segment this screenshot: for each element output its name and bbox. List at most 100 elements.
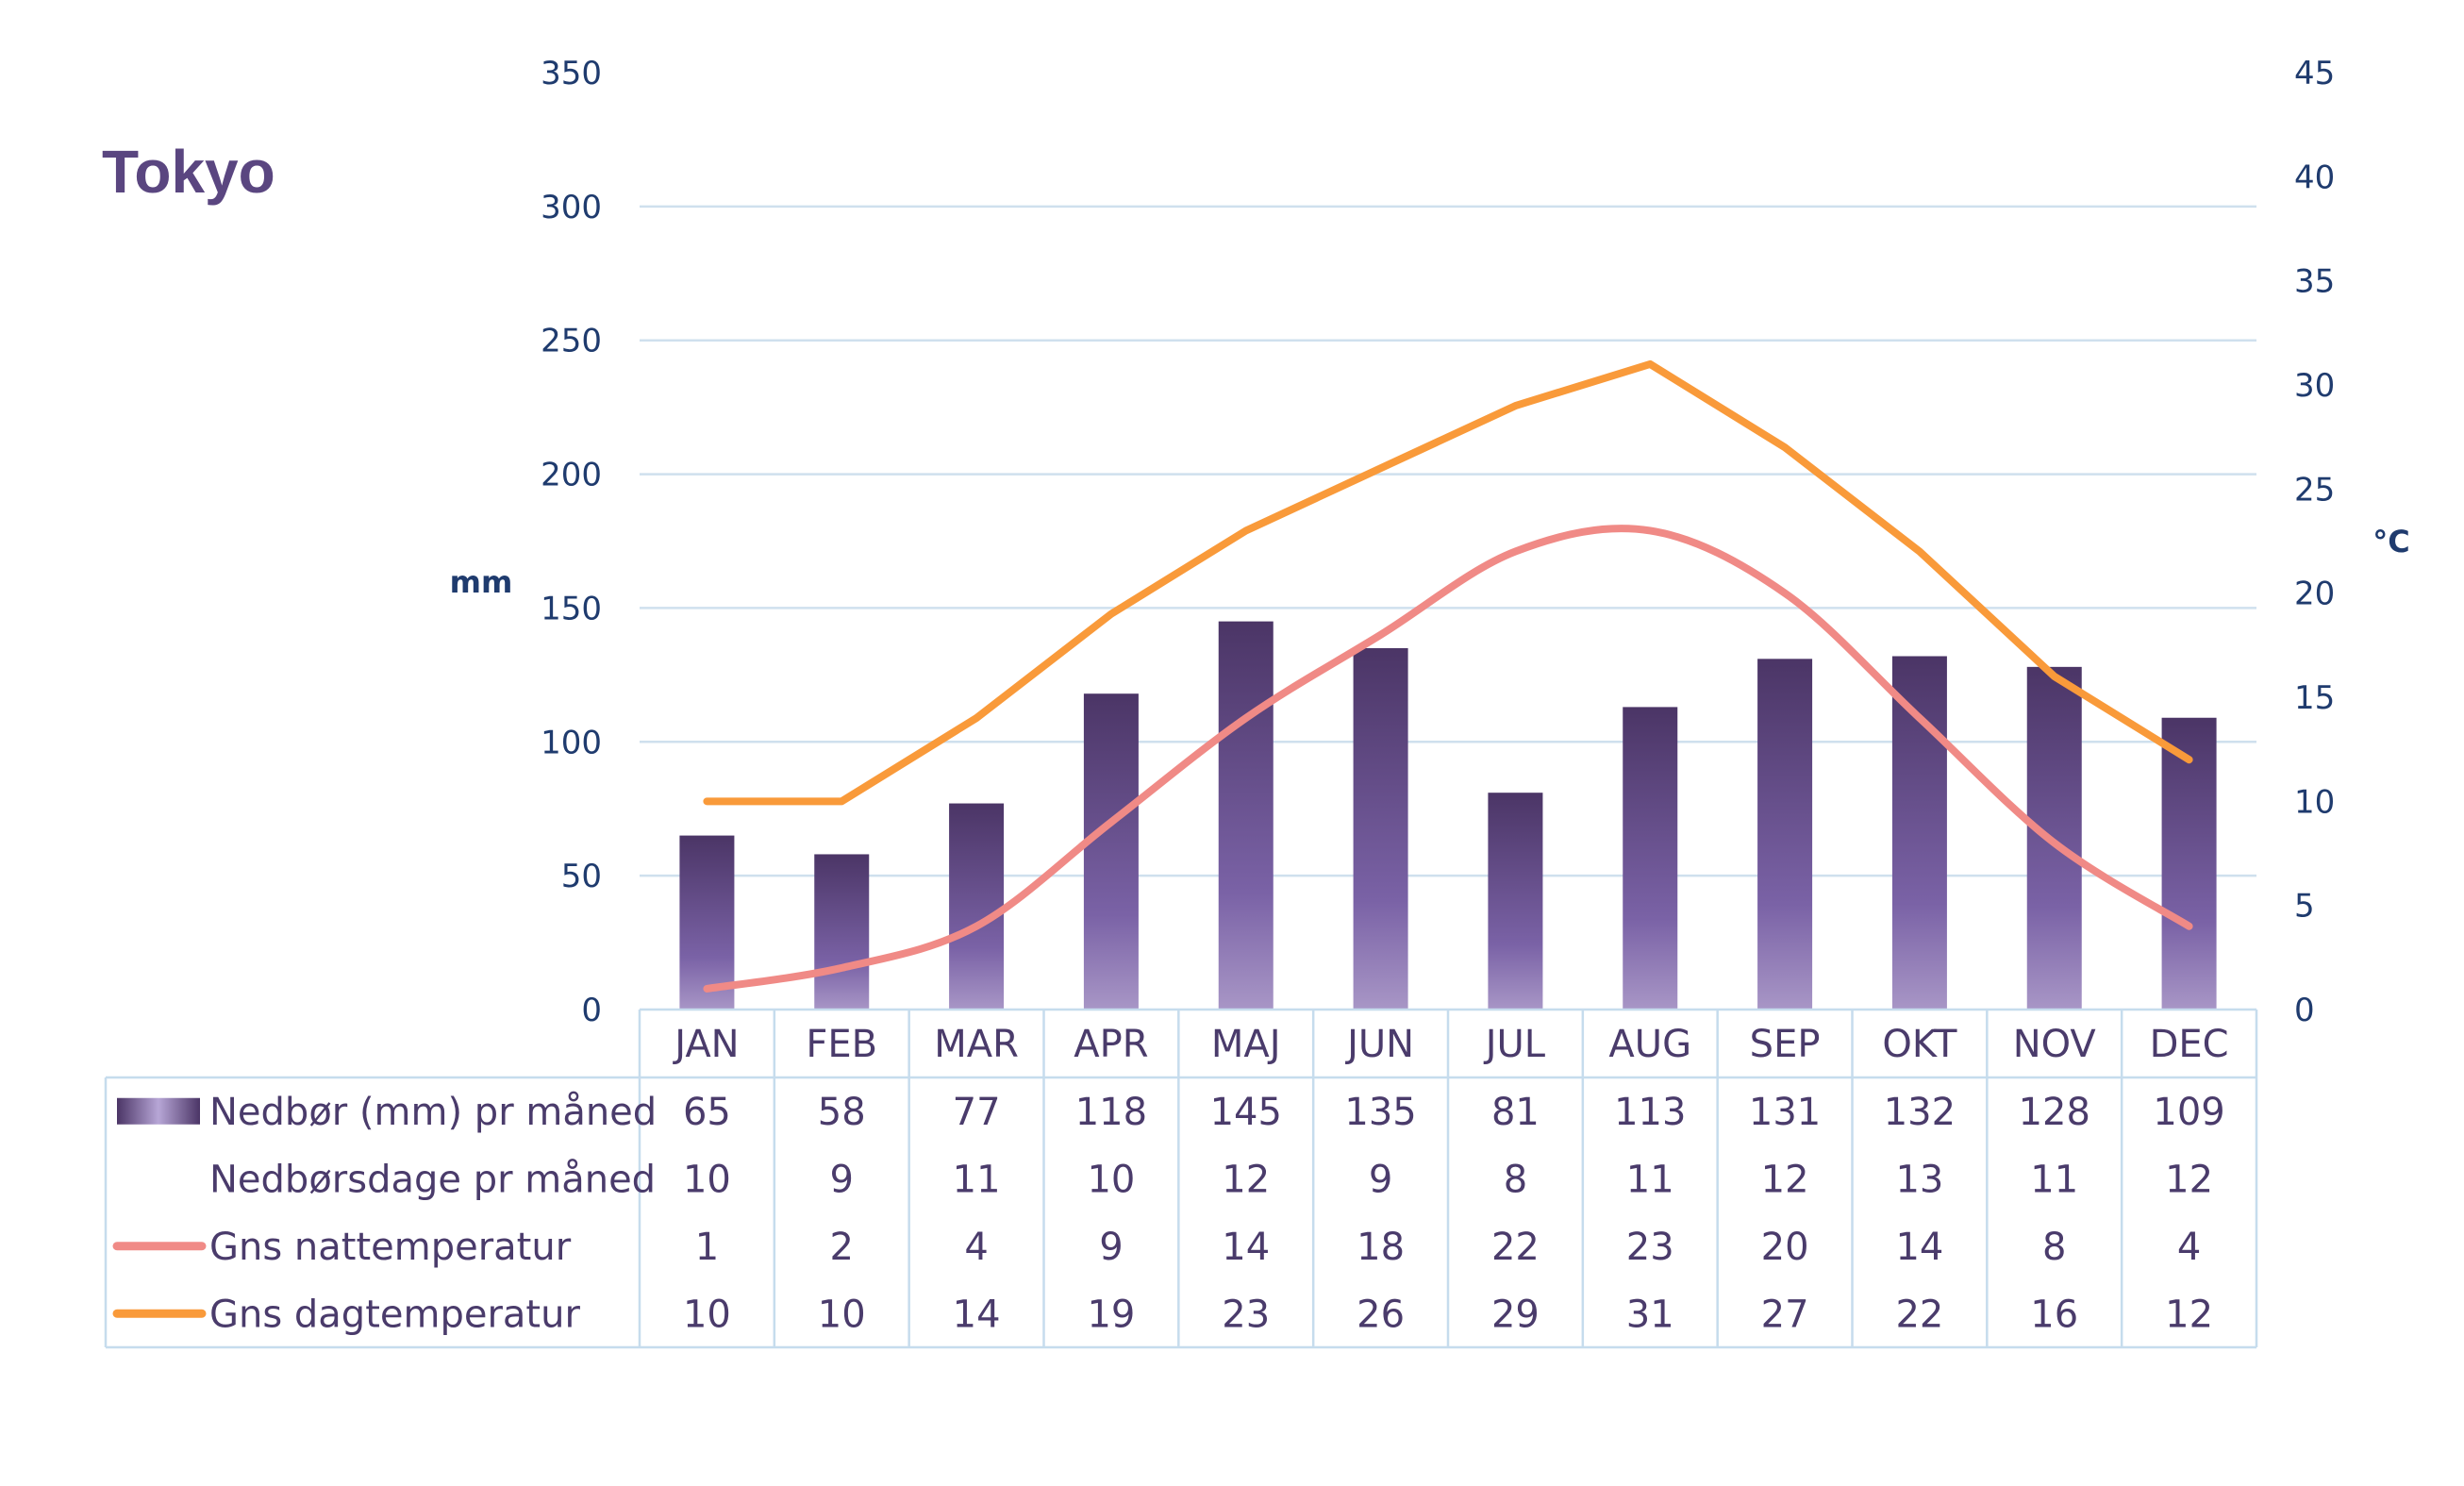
right-tick-label: 40 <box>2294 159 2335 196</box>
month-header: MAJ <box>1211 1023 1281 1066</box>
right-tick-label: 35 <box>2294 263 2335 301</box>
left-tick-label: 150 <box>541 590 602 627</box>
table-cell: 26 <box>1357 1293 1405 1336</box>
month-header: AUG <box>1608 1023 1691 1066</box>
table-cell: 19 <box>1087 1293 1135 1336</box>
table-cell: 14 <box>1222 1226 1270 1269</box>
left-tick-label: 250 <box>541 323 602 360</box>
table-cell: 4 <box>964 1226 988 1269</box>
night-temp-line <box>703 525 2193 993</box>
table-cell: 131 <box>1749 1091 1821 1134</box>
month-header: NOV <box>2013 1023 2097 1066</box>
left-axis-unit: mm <box>450 564 513 600</box>
table-cell: 14 <box>1895 1226 1943 1269</box>
table-cell: 118 <box>1075 1091 1147 1134</box>
precipitation-bars <box>679 621 2217 1010</box>
precip-bar <box>1218 621 1274 1010</box>
table-cell: 10 <box>683 1158 731 1201</box>
table-cell: 2 <box>830 1226 854 1269</box>
table-cell: 8 <box>2042 1226 2066 1269</box>
month-header: SEP <box>1750 1023 1821 1066</box>
precip-bar <box>679 835 735 1010</box>
month-header: FEB <box>806 1023 877 1066</box>
left-tick-label: 300 <box>541 189 602 226</box>
table-cell: 10 <box>683 1293 731 1336</box>
gridlines <box>640 205 2256 877</box>
precip-bar <box>1891 656 1947 1010</box>
right-tick-label: 15 <box>2294 679 2335 717</box>
precip-bar <box>814 854 870 1010</box>
table-cell: 145 <box>1210 1091 1282 1134</box>
temperature-lines <box>703 359 2193 993</box>
table-cell: 12 <box>1761 1158 1809 1201</box>
precip-bar <box>949 803 1005 1010</box>
table-cell: 109 <box>2153 1091 2224 1134</box>
table-cell: 8 <box>1504 1158 1527 1201</box>
row-label: Nedbørsdage pr måned <box>209 1158 656 1201</box>
table-cell: 9 <box>830 1158 854 1201</box>
table-cell: 11 <box>953 1158 1001 1201</box>
row-label: Gns dagtemperatur <box>209 1293 580 1336</box>
month-header: APR <box>1074 1023 1148 1066</box>
table-cell: 9 <box>1369 1158 1392 1201</box>
table-cell: 132 <box>1884 1091 1956 1134</box>
precip-bar <box>1623 707 1678 1010</box>
table-cell: 22 <box>1491 1226 1540 1269</box>
left-tick-label: 0 <box>581 992 602 1029</box>
table-cell: 77 <box>953 1091 1001 1134</box>
precip-bar <box>1488 793 1543 1010</box>
table-cell: 128 <box>2019 1091 2090 1134</box>
table-cell: 9 <box>1099 1226 1123 1269</box>
month-header: DEC <box>2150 1023 2229 1066</box>
table-cell: 20 <box>1761 1226 1809 1269</box>
table-cell: 18 <box>1357 1226 1405 1269</box>
table-cell: 31 <box>1626 1293 1674 1336</box>
table-cell: 22 <box>1895 1293 1943 1336</box>
table-cell: 4 <box>2177 1226 2201 1269</box>
right-tick-label: 45 <box>2294 55 2335 92</box>
table-cell: 29 <box>1491 1293 1540 1336</box>
precip-bar <box>1757 659 1813 1010</box>
left-tick-label: 50 <box>561 858 602 895</box>
table-cell: 113 <box>1614 1091 1686 1134</box>
precip-bar <box>1083 693 1139 1010</box>
left-tick-label: 200 <box>541 457 602 494</box>
day-temp-line <box>703 359 2193 806</box>
left-tick-label: 100 <box>541 724 602 761</box>
table-cell: 10 <box>818 1293 866 1336</box>
right-tick-label: 5 <box>2294 888 2315 926</box>
right-tick-label: 25 <box>2294 471 2335 509</box>
left-axis-ticks: 0 50 100 150 200 250 300 350 <box>541 55 602 1029</box>
table-cell: 23 <box>1626 1226 1674 1269</box>
legend-key-bar <box>117 1097 200 1125</box>
table-cell: 23 <box>1222 1293 1270 1336</box>
right-tick-label: 20 <box>2294 576 2335 613</box>
table-cell: 135 <box>1344 1091 1416 1134</box>
month-header: OKT <box>1882 1023 1957 1066</box>
precip-bar <box>2161 717 2217 1010</box>
table-cell: 11 <box>1626 1158 1674 1201</box>
table-cell: 27 <box>1761 1293 1809 1336</box>
row-label: Nedbør (mm) pr måned <box>209 1091 657 1134</box>
table-cell: 81 <box>1491 1091 1540 1134</box>
table-cell: 10 <box>1087 1158 1135 1201</box>
table-cell: 14 <box>953 1293 1001 1336</box>
chart-title: Tokyo <box>102 138 275 206</box>
month-header: MAR <box>934 1023 1019 1066</box>
right-axis-unit: °C <box>2372 524 2409 559</box>
left-tick-label: 350 <box>541 55 602 92</box>
right-tick-label: 10 <box>2294 783 2335 821</box>
month-header: JUL <box>1483 1023 1546 1066</box>
row-label: Gns nattemperatur <box>209 1226 572 1269</box>
table-cell: 13 <box>1895 1158 1943 1201</box>
precip-bar <box>1353 647 1408 1010</box>
table-cell: 65 <box>683 1091 731 1134</box>
table-cell: 11 <box>2030 1158 2078 1201</box>
right-tick-label: 0 <box>2294 992 2315 1029</box>
table-cell: 12 <box>1222 1158 1270 1201</box>
table-cell: 12 <box>2165 1293 2213 1336</box>
right-axis-ticks: 0 5 10 15 20 25 30 35 40 45 <box>2294 55 2335 1029</box>
right-tick-label: 30 <box>2294 367 2335 405</box>
data-table: JAN FEB MAR APR MAJ JUN JUL AUG SEP OKT NOV DEC Nedb… <box>104 1008 2258 1349</box>
month-header: JAN <box>672 1023 739 1066</box>
